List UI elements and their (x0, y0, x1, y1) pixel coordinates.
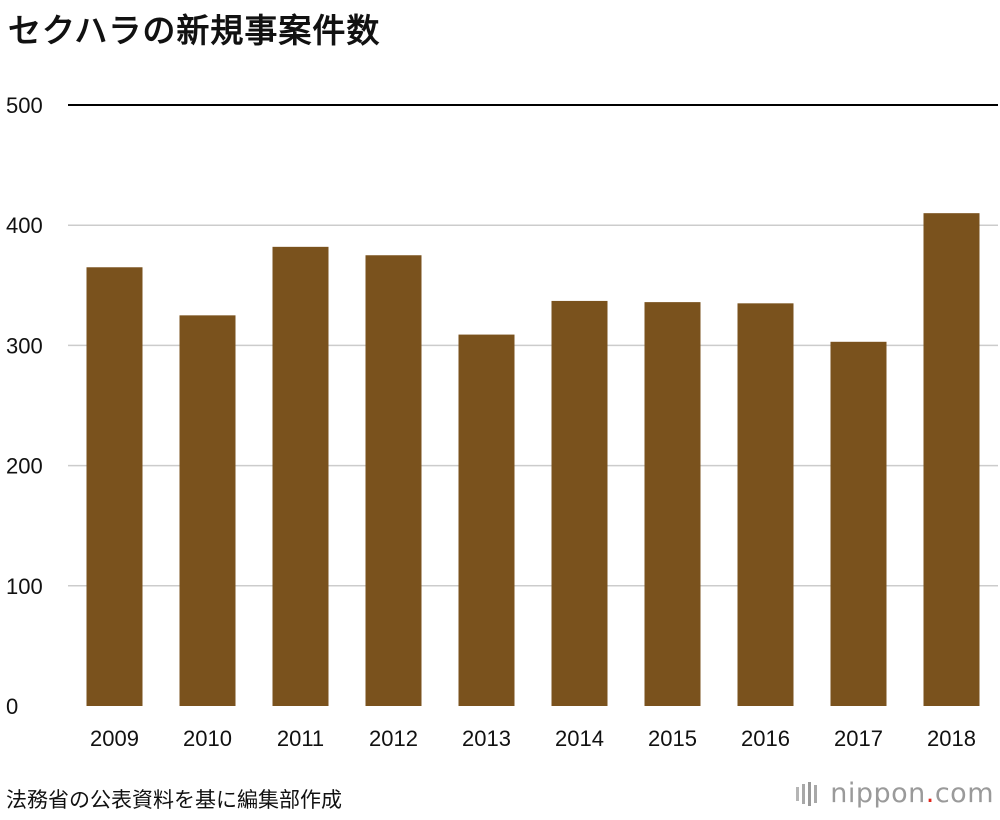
nippon-logo-icon (796, 781, 818, 806)
x-tick-label-2012: 2012 (369, 726, 418, 751)
x-tick-label-2009: 2009 (90, 726, 139, 751)
bar-2018 (923, 213, 980, 706)
y-tick-label-100: 100 (6, 574, 43, 599)
y-tick-label-500: 500 (6, 93, 43, 118)
y-tick-label-0: 0 (6, 694, 18, 719)
x-tick-label-2018: 2018 (927, 726, 976, 751)
chart-title: セクハラの新規事案件数 (8, 11, 381, 50)
y-axis-ticks: 0 100 200 300 400 500 (6, 93, 43, 719)
bars (86, 213, 980, 706)
brand-name: nippon.com (830, 778, 994, 809)
bar-2013 (458, 334, 515, 706)
x-tick-label-2014: 2014 (555, 726, 604, 751)
bar-2012 (365, 255, 422, 706)
y-tick-label-200: 200 (6, 454, 43, 479)
source-note: 法務省の公表資料を基に編集部作成 (6, 788, 342, 812)
brand-dot: . (925, 778, 935, 809)
bar-2009 (86, 267, 143, 706)
x-tick-label-2013: 2013 (462, 726, 511, 751)
bar-2017 (830, 341, 887, 706)
x-tick-label-2017: 2017 (834, 726, 883, 751)
x-tick-label-2010: 2010 (183, 726, 232, 751)
brand-logo: nippon.com (794, 778, 994, 809)
y-tick-label-300: 300 (6, 333, 43, 358)
brand-name-part1: nippon (830, 778, 926, 809)
brand-name-part2: com (934, 778, 994, 809)
x-tick-label-2011: 2011 (277, 726, 324, 751)
bar-2014 (551, 300, 608, 706)
bar-2011 (272, 246, 329, 706)
x-axis-ticks: 2009 2010 2011 2012 2013 2014 2015 2016 2017 2018 (90, 726, 976, 751)
x-tick-label-2015: 2015 (648, 726, 697, 751)
bar-2015 (644, 302, 701, 706)
bar-2016 (737, 303, 794, 706)
bar-chart: 0 100 200 300 400 500 2009 2010 2011 2012 2013 201… (6, 93, 998, 751)
bar-2010 (179, 315, 236, 706)
x-tick-label-2016: 2016 (741, 726, 790, 751)
y-tick-label-400: 400 (6, 213, 43, 238)
